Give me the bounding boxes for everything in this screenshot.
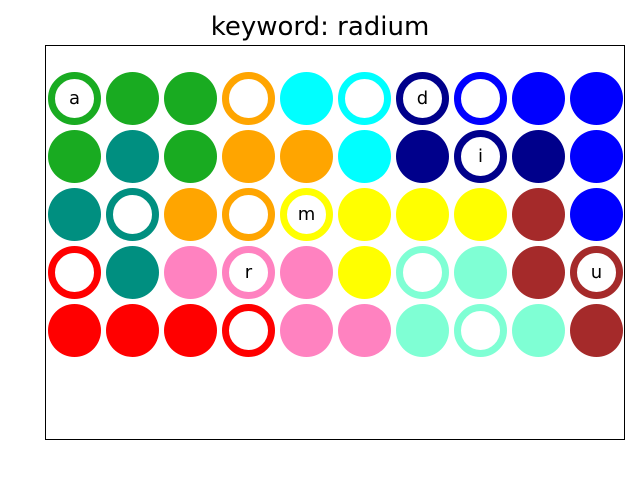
filled-cell[interactable]: [512, 246, 565, 299]
filled-cell[interactable]: [338, 304, 391, 357]
ring-cell[interactable]: r: [222, 246, 275, 299]
filled-cell[interactable]: [512, 72, 565, 125]
filled-cell[interactable]: [338, 188, 391, 241]
ring-cell[interactable]: [222, 72, 275, 125]
filled-cell[interactable]: [280, 72, 333, 125]
ring-cell[interactable]: m: [280, 188, 333, 241]
ring-cell[interactable]: u: [570, 246, 623, 299]
filled-cell[interactable]: [164, 246, 217, 299]
filled-cell[interactable]: [48, 188, 101, 241]
filled-cell[interactable]: [164, 130, 217, 183]
filled-cell[interactable]: [222, 130, 275, 183]
cell-letter: r: [244, 261, 253, 283]
ring-cell[interactable]: [454, 304, 507, 357]
cell-letter: i: [477, 145, 483, 167]
filled-cell[interactable]: [280, 246, 333, 299]
cell-letter: m: [297, 203, 316, 225]
filled-cell[interactable]: [396, 130, 449, 183]
cell-letter: u: [590, 261, 603, 283]
ring-cell[interactable]: [222, 188, 275, 241]
filled-cell[interactable]: [164, 304, 217, 357]
filled-cell[interactable]: [454, 188, 507, 241]
filled-cell[interactable]: [512, 304, 565, 357]
filled-cell[interactable]: [396, 188, 449, 241]
filled-cell[interactable]: [48, 304, 101, 357]
ring-cell[interactable]: [454, 72, 507, 125]
ring-cell[interactable]: [338, 72, 391, 125]
filled-cell[interactable]: [570, 304, 623, 357]
filled-cell[interactable]: [512, 130, 565, 183]
ring-cell[interactable]: [222, 304, 275, 357]
filled-cell[interactable]: [570, 188, 623, 241]
ring-cell[interactable]: [48, 246, 101, 299]
ring-cell[interactable]: [396, 246, 449, 299]
filled-cell[interactable]: [48, 130, 101, 183]
filled-cell[interactable]: [164, 188, 217, 241]
filled-cell[interactable]: [106, 246, 159, 299]
ring-cell[interactable]: [106, 188, 159, 241]
filled-cell[interactable]: [570, 72, 623, 125]
filled-cell[interactable]: [106, 72, 159, 125]
cell-letter: d: [416, 87, 429, 109]
cell-letter: a: [68, 87, 81, 109]
filled-cell[interactable]: [338, 130, 391, 183]
filled-cell[interactable]: [280, 304, 333, 357]
page-title: keyword: radium: [210, 12, 430, 42]
game-board: a d i m r u: [45, 45, 625, 440]
filled-cell[interactable]: [396, 304, 449, 357]
filled-cell[interactable]: [106, 130, 159, 183]
filled-cell[interactable]: [106, 304, 159, 357]
filled-cell[interactable]: [280, 130, 333, 183]
filled-cell[interactable]: [570, 130, 623, 183]
ring-cell[interactable]: d: [396, 72, 449, 125]
filled-cell[interactable]: [338, 246, 391, 299]
filled-cell[interactable]: [512, 188, 565, 241]
filled-cell[interactable]: [454, 246, 507, 299]
ring-cell[interactable]: i: [454, 130, 507, 183]
ring-cell[interactable]: a: [48, 72, 101, 125]
filled-cell[interactable]: [164, 72, 217, 125]
